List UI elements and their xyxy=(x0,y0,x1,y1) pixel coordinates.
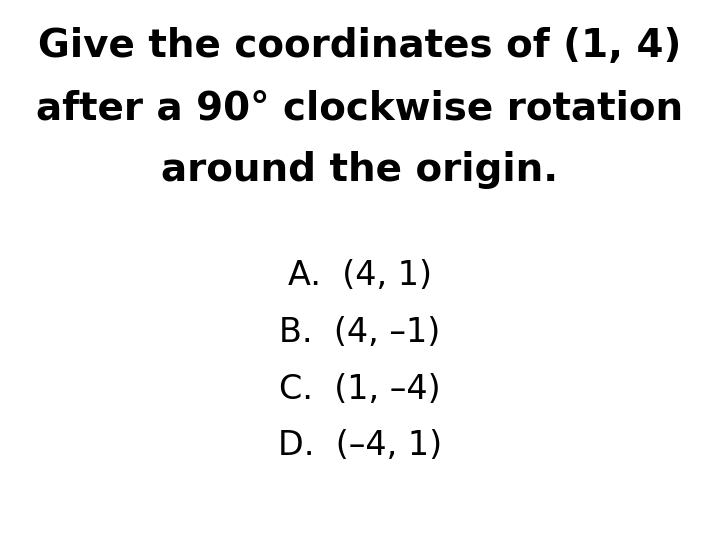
Text: C.  (1, –4): C. (1, –4) xyxy=(279,373,441,406)
Text: Give the coordinates of (1, 4): Give the coordinates of (1, 4) xyxy=(38,27,682,65)
Text: A.  (4, 1): A. (4, 1) xyxy=(288,259,432,292)
Text: B.  (4, –1): B. (4, –1) xyxy=(279,316,441,349)
Text: around the origin.: around the origin. xyxy=(161,151,559,189)
Text: D.  (–4, 1): D. (–4, 1) xyxy=(278,429,442,462)
Text: after a 90° clockwise rotation: after a 90° clockwise rotation xyxy=(37,89,683,127)
